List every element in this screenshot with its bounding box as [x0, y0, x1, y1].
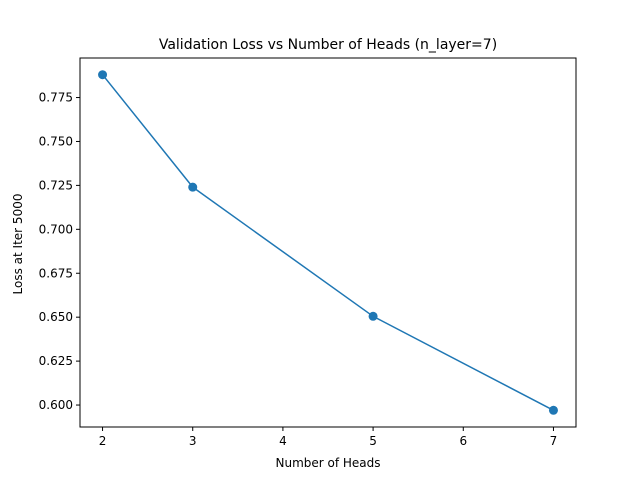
y-tick-label: 0.725 — [39, 178, 73, 192]
y-tick-label: 0.600 — [39, 398, 73, 412]
y-tick-label: 0.675 — [39, 266, 73, 280]
data-point — [368, 311, 378, 321]
y-axis-label: Loss at Iter 5000 — [11, 194, 25, 295]
x-tick-label: 7 — [550, 434, 558, 448]
x-tick-label: 4 — [279, 434, 287, 448]
x-tick-label: 2 — [99, 434, 107, 448]
x-axis-label: Number of Heads — [275, 456, 380, 470]
y-tick-label: 0.650 — [39, 310, 73, 324]
y-tick-label: 0.625 — [39, 354, 73, 368]
plot-area: 2 3 4 5 6 7 0.600 0.625 0.650 0.675 0.700 0.725 0.75… — [39, 57, 577, 448]
y-tick-label: 0.775 — [39, 91, 73, 105]
y-tick-label: 0.750 — [39, 134, 73, 148]
x-tick-label: 3 — [189, 434, 197, 448]
y-tick-label: 0.700 — [39, 222, 73, 236]
data-point — [98, 70, 108, 80]
series-line — [101, 74, 554, 411]
chart-title: Validation Loss vs Number of Heads (n_la… — [159, 37, 497, 53]
x-tick-label: 5 — [369, 434, 377, 448]
plot-frame — [79, 57, 577, 428]
data-point — [188, 182, 198, 192]
x-tick-label: 6 — [459, 434, 467, 448]
data-point — [548, 405, 558, 415]
